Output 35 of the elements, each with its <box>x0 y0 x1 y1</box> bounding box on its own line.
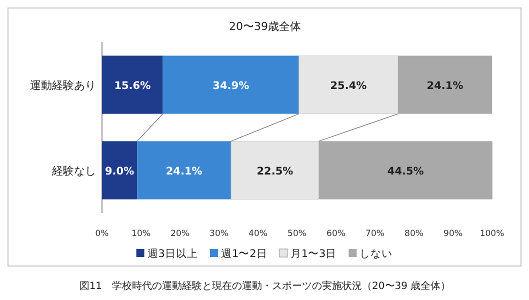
x-tick-label: 50% <box>288 229 306 239</box>
x-tick-label: 40% <box>248 229 268 239</box>
y-tick-label: 運動経験あり <box>30 78 96 92</box>
bar <box>162 56 299 114</box>
data-label: 15.6% <box>114 80 152 92</box>
y-tick-label: 経験なし <box>51 164 96 178</box>
bar <box>102 141 138 200</box>
x-tick-label: 80% <box>404 229 424 239</box>
chart-title: 20〜39歳全体 <box>229 20 301 33</box>
data-label: 34.9% <box>212 80 250 92</box>
x-tick-label: 100% <box>480 229 504 239</box>
data-label: 25.4% <box>330 80 368 92</box>
x-tick-label: 90% <box>444 229 462 239</box>
bar <box>398 56 492 114</box>
x-tick-label: 10% <box>132 229 150 239</box>
data-label: 22.5% <box>256 165 294 178</box>
data-label: 44.5% <box>387 165 424 178</box>
data-label: 9.0% <box>104 165 135 178</box>
bar <box>298 55 398 114</box>
legend-label: 週3日以上 <box>147 247 198 260</box>
x-tick-label: 30% <box>210 229 228 239</box>
x-tick-label: 0% <box>95 229 109 239</box>
caption: 図11 学校時代の運動経験と現在の運動・スポーツの実施状況（20〜39 歳全体） <box>79 280 451 292</box>
bar <box>102 56 163 114</box>
bar <box>318 141 492 200</box>
legend-label: しない <box>360 248 393 260</box>
x-tick-label: 20% <box>170 229 190 239</box>
legend-label: 週1〜2日 <box>220 248 268 260</box>
bar <box>137 141 232 200</box>
x-tick-label: 60% <box>326 229 346 239</box>
legend-label: 月1〜3日 <box>290 248 337 260</box>
bar <box>230 140 320 200</box>
x-tick-label: 70% <box>366 229 384 239</box>
data-label: 24.1% <box>426 80 464 92</box>
data-label: 24.1% <box>166 165 203 178</box>
